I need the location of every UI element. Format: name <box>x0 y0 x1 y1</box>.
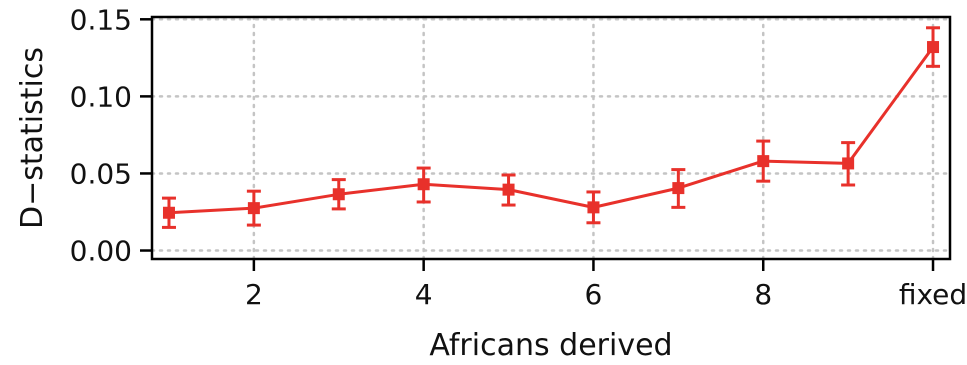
x-tick-label: 6 <box>585 278 603 311</box>
y-tick-label: 0.10 <box>70 80 132 113</box>
x-tick-label: 8 <box>754 278 772 311</box>
axis-ticks: 2 4 6 8 fixed 0.00 0.05 0.10 0.15 <box>70 3 967 311</box>
grid-lines <box>150 15 952 261</box>
data-point <box>502 183 515 196</box>
x-tick-label: 4 <box>415 278 433 311</box>
y-tick-label: 0.15 <box>70 3 132 36</box>
data-series <box>161 26 941 229</box>
data-point <box>672 182 685 195</box>
y-tick-label: 0.05 <box>70 157 132 190</box>
x-tick-label: 2 <box>245 278 263 311</box>
data-point <box>842 157 855 170</box>
series-line <box>168 46 935 215</box>
data-point <box>417 178 430 191</box>
x-axis-title: Africans derived <box>429 328 672 363</box>
y-tick-label: 0.00 <box>70 235 132 268</box>
data-point <box>757 155 770 168</box>
data-point <box>927 41 940 54</box>
plot-frame <box>150 15 952 261</box>
data-point <box>247 202 260 215</box>
data-point <box>587 201 600 214</box>
y-axis-title: D−statistics <box>15 47 50 229</box>
data-point <box>162 206 175 219</box>
x-tick-label: fixed <box>899 278 967 311</box>
data-point <box>332 188 345 201</box>
